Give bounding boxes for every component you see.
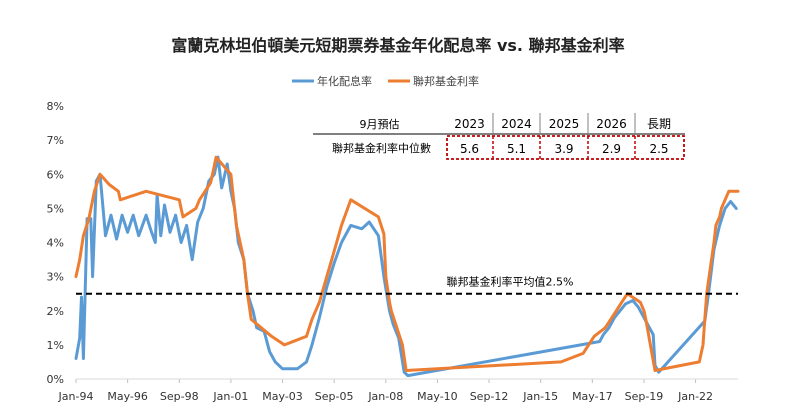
table-header-cell: 2026: [596, 117, 627, 131]
table-value-cell: 2.9: [602, 142, 621, 156]
table-header-cell: 2024: [501, 117, 532, 131]
table-value-cell: 5.6: [460, 142, 479, 156]
table-value-cell: 5.1: [507, 142, 526, 156]
series-line-fed-rate: [74, 155, 740, 372]
y-tick-label: 4%: [47, 237, 64, 250]
y-tick-label: 0%: [47, 373, 64, 386]
table-header-cell: 2023: [454, 117, 485, 131]
table-header-cell: 長期: [647, 117, 671, 131]
y-axis: 0% 1% 2% 3% 4% 5% 6% 7% 8%: [47, 100, 64, 386]
x-tick-label: May-10: [417, 390, 458, 403]
series-line-yield: [74, 155, 738, 378]
table-header-cell: 9月預估: [360, 118, 400, 131]
x-tick-label: Jan-15: [522, 390, 558, 403]
legend-label: 聯邦基金利率: [413, 74, 479, 88]
x-tick-label: May-96: [107, 390, 148, 403]
reference-line-label: 聯邦基金利率平均值2.5%: [447, 275, 574, 289]
table-header-cell: 2025: [549, 117, 580, 131]
y-tick-label: 1%: [47, 339, 64, 352]
y-tick-label: 5%: [47, 202, 64, 215]
table-value-cell: 3.9: [554, 142, 573, 156]
x-tick-label: Jan-01: [212, 390, 248, 403]
x-tick-label: May-03: [262, 390, 303, 403]
x-axis: Jan-94 May-96 Sep-98 Jan-01 May-03 Sep-05 Jan-…: [58, 379, 713, 403]
table-row-label: 聯邦基金利率中位數: [332, 141, 431, 155]
x-tick-label: Sep-19: [625, 390, 664, 403]
x-tick-label: Jan-22: [677, 390, 713, 403]
table-value-cell: 2.5: [649, 142, 668, 156]
x-tick-label: Sep-98: [160, 390, 199, 403]
series-group: [74, 155, 740, 378]
chart-title: 富蘭克林坦伯頓美元短期票券基金年化配息率 vs. 聯邦基金利率: [171, 36, 624, 55]
legend: 年化配息率 聯邦基金利率: [292, 74, 479, 88]
x-tick-label: Jan-94: [58, 390, 94, 403]
y-tick-label: 2%: [47, 305, 64, 318]
y-tick-label: 8%: [47, 100, 64, 113]
y-tick-label: 6%: [47, 168, 64, 181]
y-tick-label: 7%: [47, 134, 64, 147]
x-tick-label: Sep-05: [315, 390, 354, 403]
x-tick-label: Jan-08: [367, 390, 403, 403]
y-tick-label: 3%: [47, 271, 64, 284]
legend-label: 年化配息率: [317, 74, 372, 88]
x-tick-label: Sep-12: [470, 390, 509, 403]
reference-line-group: 聯邦基金利率平均值2.5%: [76, 275, 738, 295]
x-tick-label: May-17: [572, 390, 613, 403]
